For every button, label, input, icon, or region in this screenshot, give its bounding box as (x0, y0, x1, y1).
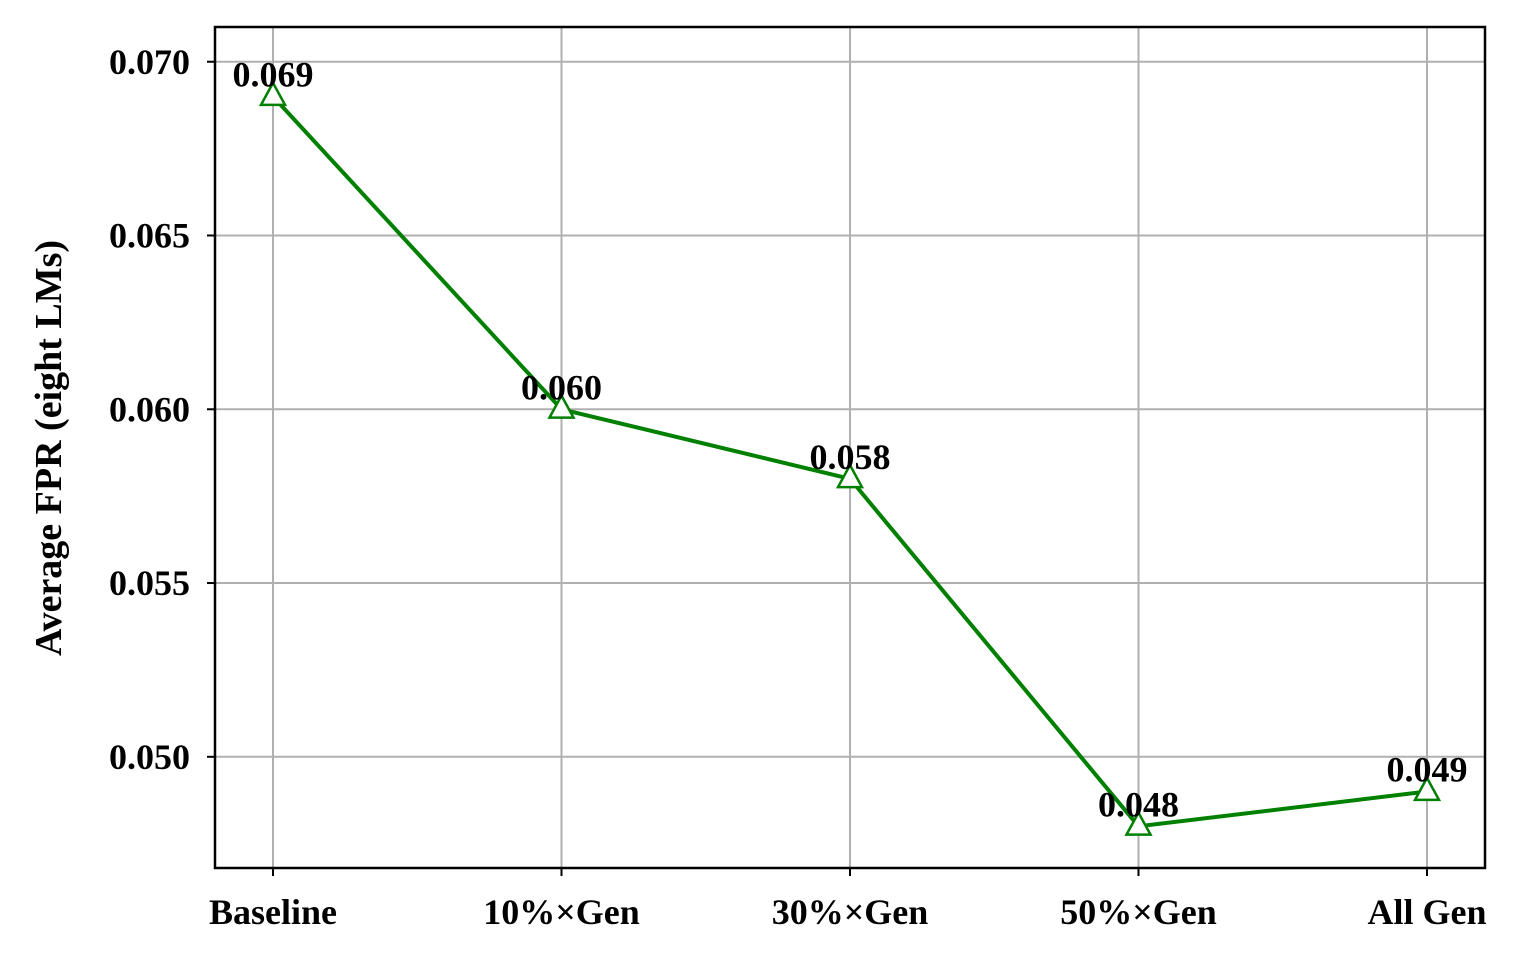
data-point-marker (547, 393, 576, 419)
grid (215, 27, 1485, 868)
data-label: 0.048 (1098, 784, 1179, 824)
x-tick-label: 10%×Gen (483, 892, 640, 932)
axis-ticks: Baseline 10%×Gen 30%×Gen 50%×Gen All Gen 0.05… (109, 42, 1487, 932)
data-point-marker (1124, 810, 1153, 836)
data-point-marker (1412, 775, 1442, 802)
y-tick-label: 0.055 (109, 563, 190, 603)
data-point-marker (835, 462, 865, 489)
y-axis-label: Average FPR (eight LMs) (28, 240, 70, 656)
plot-frame (213, 25, 1487, 870)
y-tick-label: 0.070 (109, 42, 190, 82)
x-tick-label: 50%×Gen (1060, 892, 1217, 932)
data-point-marker (258, 80, 288, 107)
series-layer: 0.069 0.060 0.058 0.048 0.049 (233, 55, 1468, 836)
data-label: 0.049 (1387, 750, 1468, 790)
x-tick-label: Baseline (209, 892, 337, 932)
data-label: 0.060 (521, 367, 602, 407)
x-tick-label: All Gen (1367, 892, 1486, 932)
x-tick-label: 30%×Gen (772, 892, 929, 932)
y-tick-label: 0.060 (109, 389, 190, 429)
y-tick-label: 0.050 (109, 737, 190, 777)
data-label: 0.058 (810, 437, 891, 477)
data-label: 0.069 (233, 55, 314, 95)
y-tick-label: 0.065 (109, 216, 190, 256)
